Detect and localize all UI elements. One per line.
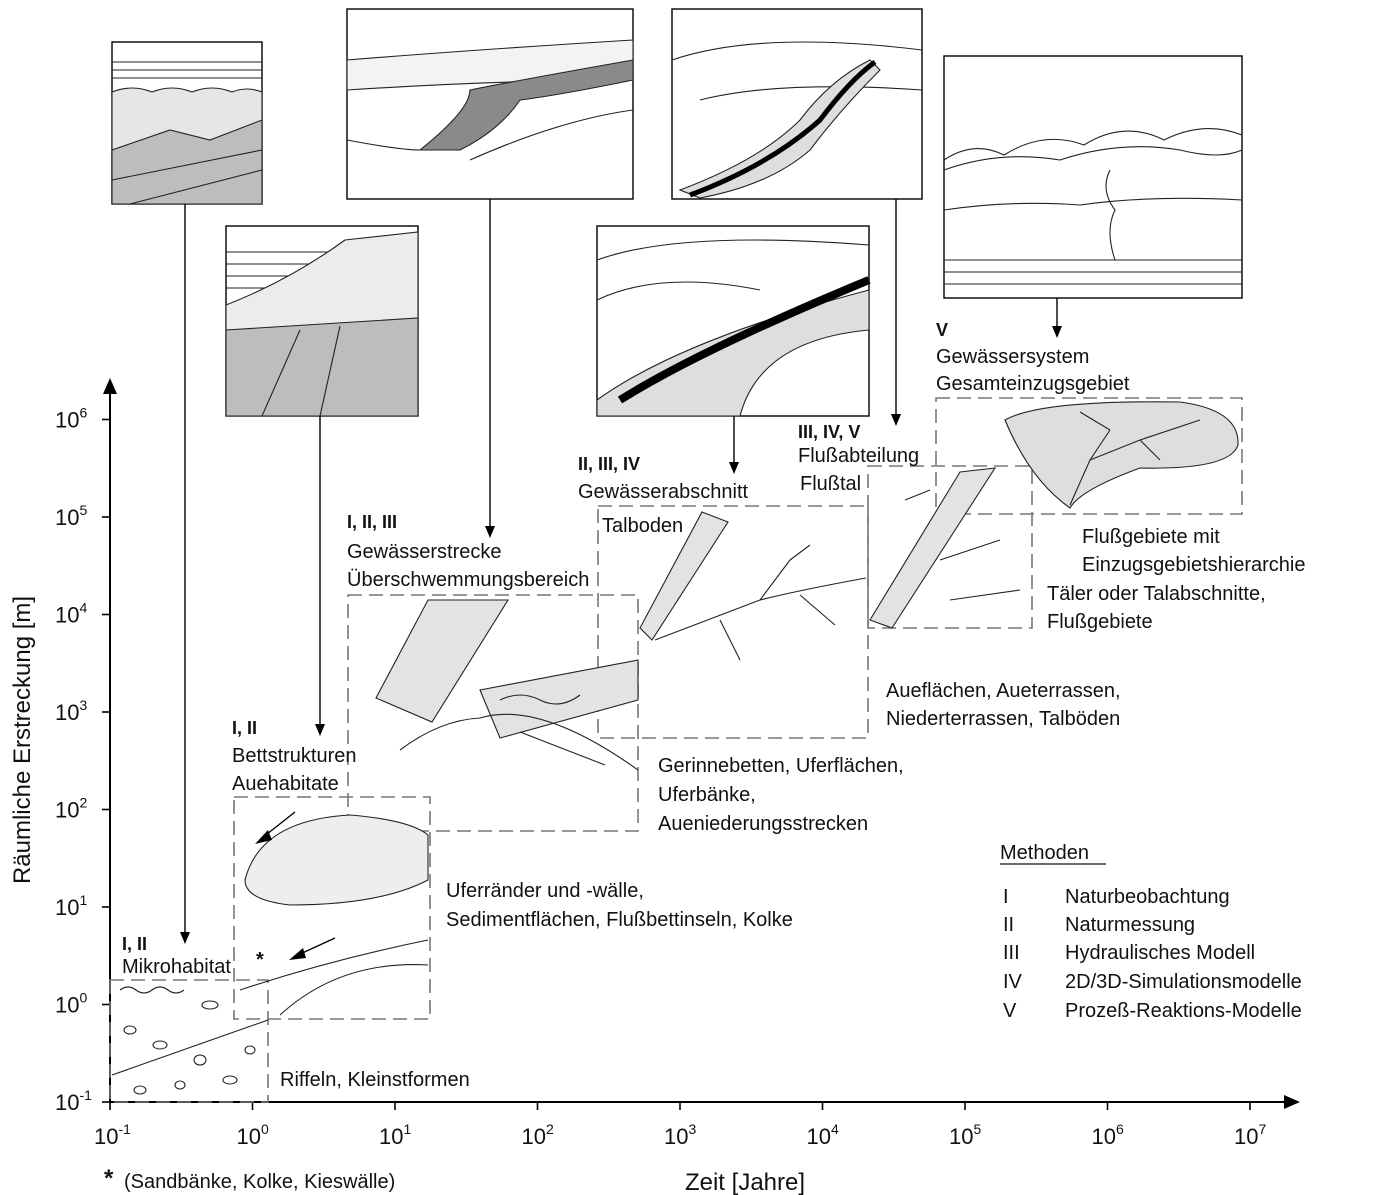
box-mikrohabitat [109,979,269,1103]
footnote-star: * [104,1165,114,1192]
y-tick-label: 106 [55,405,87,433]
legend-code-5: V [1003,1000,1017,1022]
connector-arrows [180,199,1062,944]
level-bettstrukturen: I, II Bettstrukturen Auehabitate Uferrän… [232,718,793,931]
system-desc2: Einzugsgebietshierarchie [1082,554,1305,576]
x-tick-label: 10-1 [94,1121,131,1149]
abschnitt-sketch [639,511,867,661]
bett-methods: I, II [232,718,257,738]
x-tick-label: 103 [664,1121,696,1149]
y-tick-label: 100 [55,990,87,1018]
y-tick-label: 103 [55,697,87,725]
legend-code-3: III [1003,942,1020,964]
level-gewaesserstrecke: I, II, III Gewässerstrecke Überschwemmun… [347,512,904,835]
mikro-methods: I, II [122,934,147,954]
bett-sketch [239,811,429,1016]
abteilung-desc2: Flußgebiete [1047,611,1153,633]
legend-title: Methoden [1000,842,1089,864]
y-tick-label: 101 [55,892,87,920]
legend-code-1: I [1003,886,1009,908]
x-axis-arrowhead [1284,1095,1300,1109]
strecke-line2: Überschwemmungsbereich [347,569,589,591]
abteilung-desc1: Täler oder Talabschnitte, [1047,583,1266,605]
y-axis-arrowhead [103,378,117,394]
abschnitt-methods: II, III, IV [578,454,640,474]
level-gewaesserabschnitt: II, III, IV Gewässerabschnitt Talboden A… [578,454,1121,730]
y-ticks: 10-1 100 101 102 103 104 105 106 [55,405,110,1115]
x-ticks: 10-1 100 101 102 103 104 105 106 107 [94,1102,1266,1149]
legend-label-2: Naturmessung [1065,914,1195,936]
x-tick-label: 101 [379,1121,411,1149]
x-tick-label: 100 [237,1121,269,1149]
abteilung-sketch [869,467,1021,629]
strecke-methods: I, II, III [347,512,397,532]
strecke-desc1: Gerinnebetten, Uferflächen, [658,755,904,777]
legend-code-2: II [1003,914,1014,936]
system-line1: Gewässersystem [936,346,1089,368]
strecke-desc3: Aueniederungsstrecken [658,813,868,835]
abschnitt-line2: Talboden [602,515,683,537]
legend-label-1: Naturbeobachtung [1065,886,1230,908]
strecke-desc2: Uferbänke, [658,784,756,806]
bett-line2: Auehabitate [232,773,339,795]
bett-desc1: Uferränder und -wälle, [446,880,644,902]
y-tick-label: 10-1 [55,1087,92,1115]
footnote-text: (Sandbänke, Kolke, Kieswälle) [124,1171,395,1193]
mikro-desc: Riffeln, Kleinstformen [280,1069,470,1091]
x-tick-label: 107 [1234,1121,1266,1149]
strecke-sketch [375,599,639,771]
picture-mikrohabitat [111,41,263,205]
y-tick-label: 105 [55,502,87,530]
mikro-sketch [111,986,269,1095]
abteilung-line2: Flußtal [800,473,861,495]
methods-legend: Methoden I Naturbeobachtung II Naturmess… [1000,842,1302,1022]
y-tick-label: 102 [55,795,87,823]
box-bettstrukturen [233,796,431,1020]
scale-boxes [109,397,1243,1103]
abschnitt-line1: Gewässerabschnitt [578,481,749,503]
strecke-line1: Gewässerstrecke [347,541,502,563]
legend-code-4: IV [1003,971,1023,993]
x-tick-label: 105 [949,1121,981,1149]
abschnitt-desc1: Aueflächen, Aueterrassen, [886,680,1121,702]
picture-gewaesserstrecke [346,8,634,200]
picture-bettstrukturen [225,225,419,417]
bett-desc2: Sedimentflächen, Flußbettinseln, Kolke [446,909,793,931]
level-gewaessersystem: V Gewässersystem Gesamteinzugsgebiet Flu… [936,320,1305,576]
level-mikrohabitat: I, II Mikrohabitat * Riffeln, Kleinstfor… [122,934,470,1091]
abteilung-methods: III, IV, V [798,422,860,442]
abschnitt-desc2: Niederterrassen, Talböden [886,708,1120,730]
picture-gewaessersystem [943,55,1243,299]
legend-label-5: Prozeß-Reaktions-Modelle [1065,1000,1302,1022]
legend-label-4: 2D/3D-Simulationsmodelle [1065,971,1302,993]
y-tick-label: 104 [55,600,87,628]
level-flussabteilung: III, IV, V Flußabteilung Flußtal Täler o… [798,422,1266,633]
mikro-name: Mikrohabitat [122,956,231,978]
x-tick-label: 102 [522,1121,554,1149]
y-axis-label: Räumliche Erstreckung [m] [9,596,36,884]
system-sketch [1004,401,1239,509]
picture-flussabteilung [671,8,923,200]
legend-label-3: Hydraulisches Modell [1065,942,1255,964]
picture-gewaesserabschnitt [596,225,871,417]
x-axis-label: Zeit [Jahre] [685,1169,805,1195]
box-gewaesserstrecke [347,594,639,832]
system-line2: Gesamteinzugsgebiet [936,373,1130,395]
axes: 10-1 100 101 102 103 104 105 106 107 10-11001011… [9,378,1300,1195]
bett-line1: Bettstrukturen [232,745,357,767]
system-methods: V [936,320,948,340]
abteilung-line1: Flußabteilung [798,445,919,467]
mikro-star: * [256,949,264,971]
box-gewaessersystem [935,397,1243,515]
x-tick-label: 106 [1092,1121,1124,1149]
system-desc1: Flußgebiete mit [1082,526,1220,548]
x-tick-label: 104 [807,1121,839,1149]
box-flussabteilung [867,465,1033,629]
